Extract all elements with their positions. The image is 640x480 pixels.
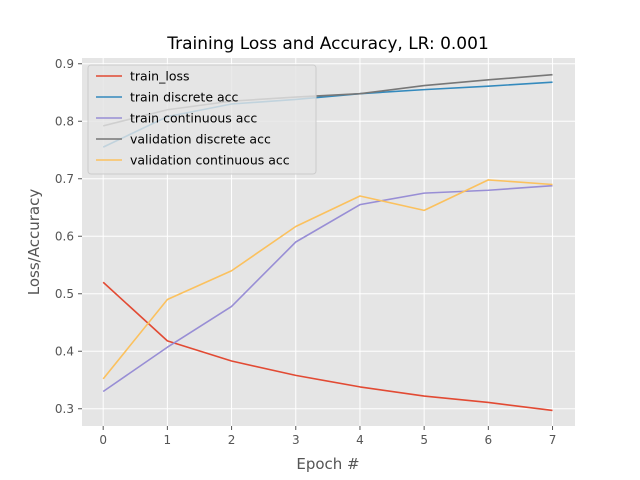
- x-tick-label: 5: [420, 433, 428, 447]
- series-line-train-continuous-acc: [102, 184, 553, 393]
- y-tick-label: 0.3: [55, 402, 74, 416]
- x-tick-label: 2: [228, 433, 236, 447]
- legend-label: train continuous acc: [130, 111, 257, 126]
- y-tick-label: 0.5: [55, 287, 74, 301]
- legend-label: train discrete acc: [130, 90, 239, 105]
- series-line-train-loss: [102, 281, 553, 412]
- y-tick-label: 0.7: [55, 172, 74, 186]
- y-axis-label: Loss/Accuracy: [25, 189, 43, 296]
- y-tick-label: 0.8: [55, 114, 74, 128]
- x-tick-label: 6: [485, 433, 493, 447]
- y-axis-ticks: 0.3 0.4 0.5 0.6 0.7 0.8 0.9: [55, 57, 82, 416]
- x-axis-ticks: 0 1 2 3 4 5 6 7: [99, 426, 556, 447]
- chart-title: Training Loss and Accuracy, LR: 0.001: [166, 34, 489, 54]
- series-line-validation-continuous-acc: [102, 179, 553, 380]
- legend-label: validation discrete acc: [130, 132, 271, 147]
- x-tick-label: 1: [164, 433, 172, 447]
- y-tick-label: 0.9: [55, 57, 74, 71]
- legend-box: [87, 64, 317, 175]
- legend-label: train_loss: [130, 69, 190, 84]
- x-tick-label: 0: [99, 433, 107, 447]
- x-tick-label: 7: [549, 433, 557, 447]
- x-tick-label: 4: [356, 433, 364, 447]
- y-tick-label: 0.4: [55, 344, 74, 358]
- x-tick-label: 3: [292, 433, 300, 447]
- series-lines: [102, 73, 553, 412]
- legend-label: validation continuous acc: [130, 153, 290, 168]
- x-axis-label: Epoch #: [296, 455, 359, 473]
- y-tick-label: 0.6: [55, 229, 74, 243]
